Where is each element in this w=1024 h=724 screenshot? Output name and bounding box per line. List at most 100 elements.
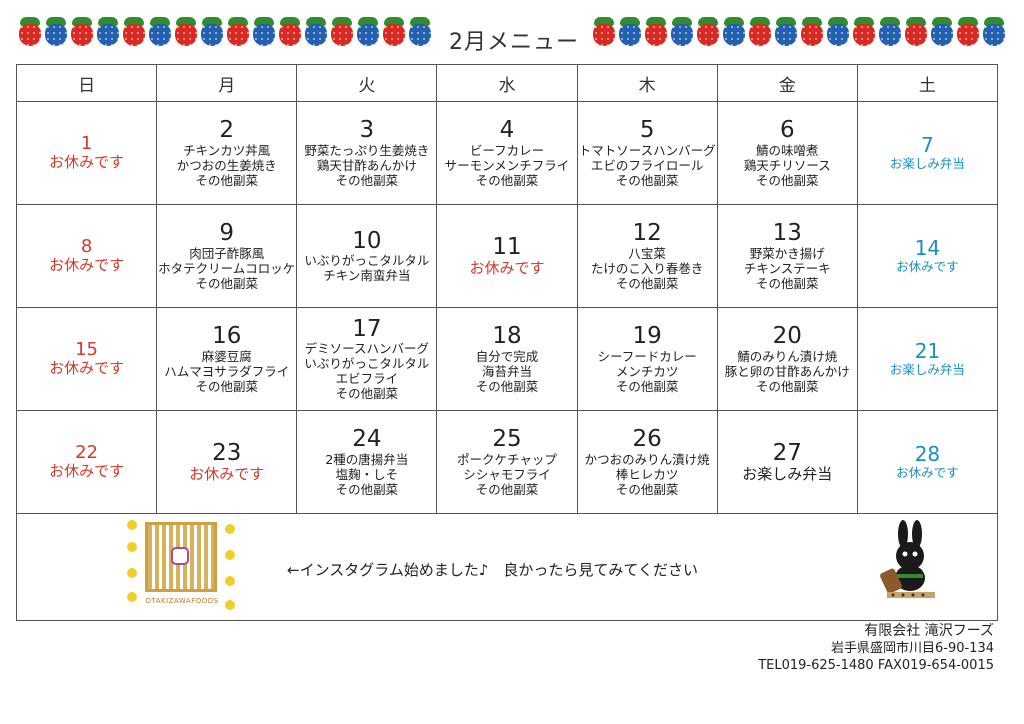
menu-item: その他副菜 xyxy=(615,172,679,188)
weekday-sat: 土 xyxy=(856,64,999,102)
menu-item: その他副菜 xyxy=(335,172,399,188)
menu-item: ハムマヨサラダフライ xyxy=(164,363,290,379)
menu-item: シシャモフライ xyxy=(463,466,551,482)
qr-label: OTAKIZAWAFOODS xyxy=(145,597,219,605)
menu-item: その他副菜 xyxy=(615,275,679,291)
day-cell: 16 麻婆豆腐 ハムマヨサラダフライ その他副菜 xyxy=(156,307,298,411)
day-number: 12 xyxy=(632,220,662,247)
day-number: 18 xyxy=(492,323,522,350)
instagram-note-text: ←インスタグラム始めました♪ 良かったら見てみてください xyxy=(287,561,698,579)
strawberry-icon xyxy=(930,17,954,51)
holiday-label: お休みです xyxy=(49,256,125,275)
menu-item: お休みです xyxy=(896,259,959,274)
menu-item: いぶりがっこタルタル xyxy=(304,253,430,269)
menu-item: 肉団子酢豚風 xyxy=(189,245,265,261)
menu-item: 鶏天チリソース xyxy=(743,157,831,173)
day-number: 5 xyxy=(639,117,655,144)
holiday-label: お休みです xyxy=(49,153,125,172)
menu-item: 鯖の味噌煮 xyxy=(756,142,819,158)
strawberry-icon xyxy=(696,17,720,51)
menu-item: 野菜たっぷり生姜焼き xyxy=(304,142,430,158)
day-number: 3 xyxy=(359,117,375,144)
day-cell: 21 お楽しみ弁当 xyxy=(856,307,999,411)
menu-item: その他副菜 xyxy=(615,378,679,394)
menu-calendar: 日 月 火 水 木 金 土 1 お休みです 2 チキンカツ丼風 かつおの生姜焼き その他副… xyxy=(15,64,999,621)
menu-item: チキンステーキ xyxy=(743,260,831,276)
menu-item: 自分で完成 xyxy=(475,348,539,364)
day-cell: 4 ビーフカレー サーモンメンチフライ その他副菜 xyxy=(436,101,578,205)
weekday-tue: 火 xyxy=(296,64,438,102)
strawberry-icon xyxy=(252,17,276,51)
day-number: 10 xyxy=(352,227,382,254)
weekday-fri: 金 xyxy=(716,64,858,102)
menu-item: エビのフライロール xyxy=(590,157,704,173)
menu-item: その他副菜 xyxy=(475,172,539,188)
page-title: 2月メニュー xyxy=(449,30,579,55)
menu-item: その他副菜 xyxy=(615,481,679,497)
strawberry-icon xyxy=(278,17,302,51)
menu-item: 鶏天甘酢あんかけ xyxy=(316,157,417,173)
strawberry-icon xyxy=(748,17,772,51)
day-cell: 1 お休みです xyxy=(15,101,158,205)
company-contact: TEL019-625-1480 FAX019-654-0015 xyxy=(758,658,994,673)
day-cell: 12 八宝菜 たけのこ入り春巻き その他副菜 xyxy=(576,204,718,308)
day-number: 22 xyxy=(75,441,99,463)
menu-item: メンチカツ xyxy=(615,363,679,379)
menu-item: お休みです xyxy=(896,465,959,480)
strawberry-icon xyxy=(18,17,42,51)
day-number: 24 xyxy=(352,426,382,453)
menu-item: サーモンメンチフライ xyxy=(444,157,570,173)
menu-item: トマトソースハンバーグ xyxy=(578,142,716,158)
strawberry-icon xyxy=(904,17,928,51)
day-number: 23 xyxy=(212,439,242,466)
strawberry-icon xyxy=(304,17,328,51)
qr-code-icon[interactable]: OTAKIZAWAFOODS xyxy=(127,520,237,612)
weekday-thu: 木 xyxy=(576,64,718,102)
menu-item: その他副菜 xyxy=(335,481,399,497)
day-number: 15 xyxy=(75,338,99,360)
day-number: 2 xyxy=(219,117,235,144)
strawberry-icon xyxy=(826,17,850,51)
day-cell: 14 お休みです xyxy=(856,204,999,308)
day-cell: 23 お休みです xyxy=(156,410,298,514)
strawberry-icon xyxy=(878,17,902,51)
day-cell: 24 2種の唐揚弁当 塩麹・しそ その他副菜 xyxy=(296,410,438,514)
day-cell: 8 お休みです xyxy=(15,204,158,308)
day-cell: 15 お休みです xyxy=(15,307,158,411)
week-row: 22 お休みです 23 お休みです 24 2種の唐揚弁当 塩麹・しそ その他副菜 25 ポークケチ… xyxy=(15,410,999,514)
strawberry-icon xyxy=(174,17,198,51)
day-cell: 17 デミソースハンバーグ いぶりがっこタルタル エビフライ その他副菜 xyxy=(296,307,438,411)
menu-item: 塩麹・しそ xyxy=(335,466,399,482)
day-number: 27 xyxy=(772,439,802,466)
day-number: 16 xyxy=(212,323,242,350)
instagram-note-cell: OTAKIZAWAFOODS ←インスタグラム始めました♪ 良かったら見てみてく… xyxy=(16,513,998,621)
holiday-label: お休みです xyxy=(49,359,125,378)
strawberry-icon xyxy=(356,17,380,51)
menu-item: その他副菜 xyxy=(335,386,399,402)
day-number: 14 xyxy=(914,236,941,260)
strawberry-icon xyxy=(644,17,668,51)
strawberry-icon xyxy=(408,17,432,51)
strawberry-icon xyxy=(618,17,642,51)
day-number: 6 xyxy=(779,117,795,144)
menu-item: その他副菜 xyxy=(475,378,539,394)
strawberry-icon xyxy=(96,17,120,51)
strawberry-icon xyxy=(122,17,146,51)
day-number: 26 xyxy=(632,426,662,453)
menu-item: チキンカツ丼風 xyxy=(183,142,271,158)
menu-item: お楽しみ弁当 xyxy=(742,465,833,484)
menu-item: チキン南蛮弁当 xyxy=(323,268,411,284)
day-number: 11 xyxy=(492,233,522,260)
menu-item: 棒ヒレカツ xyxy=(615,466,679,482)
day-number: 1 xyxy=(80,132,93,154)
day-number: 7 xyxy=(921,133,934,157)
day-number: 21 xyxy=(914,339,941,363)
holiday-label: お休みです xyxy=(189,465,265,484)
menu-item: ポークケチャップ xyxy=(457,451,557,467)
day-cell: 10 いぶりがっこタルタル チキン南蛮弁当 xyxy=(296,204,438,308)
strawberry-icon xyxy=(70,17,94,51)
strawberry-icon xyxy=(774,17,798,51)
menu-item: その他副菜 xyxy=(475,481,539,497)
day-cell: 2 チキンカツ丼風 かつおの生姜焼き その他副菜 xyxy=(156,101,298,205)
menu-item: ビーフカレー xyxy=(469,142,545,158)
